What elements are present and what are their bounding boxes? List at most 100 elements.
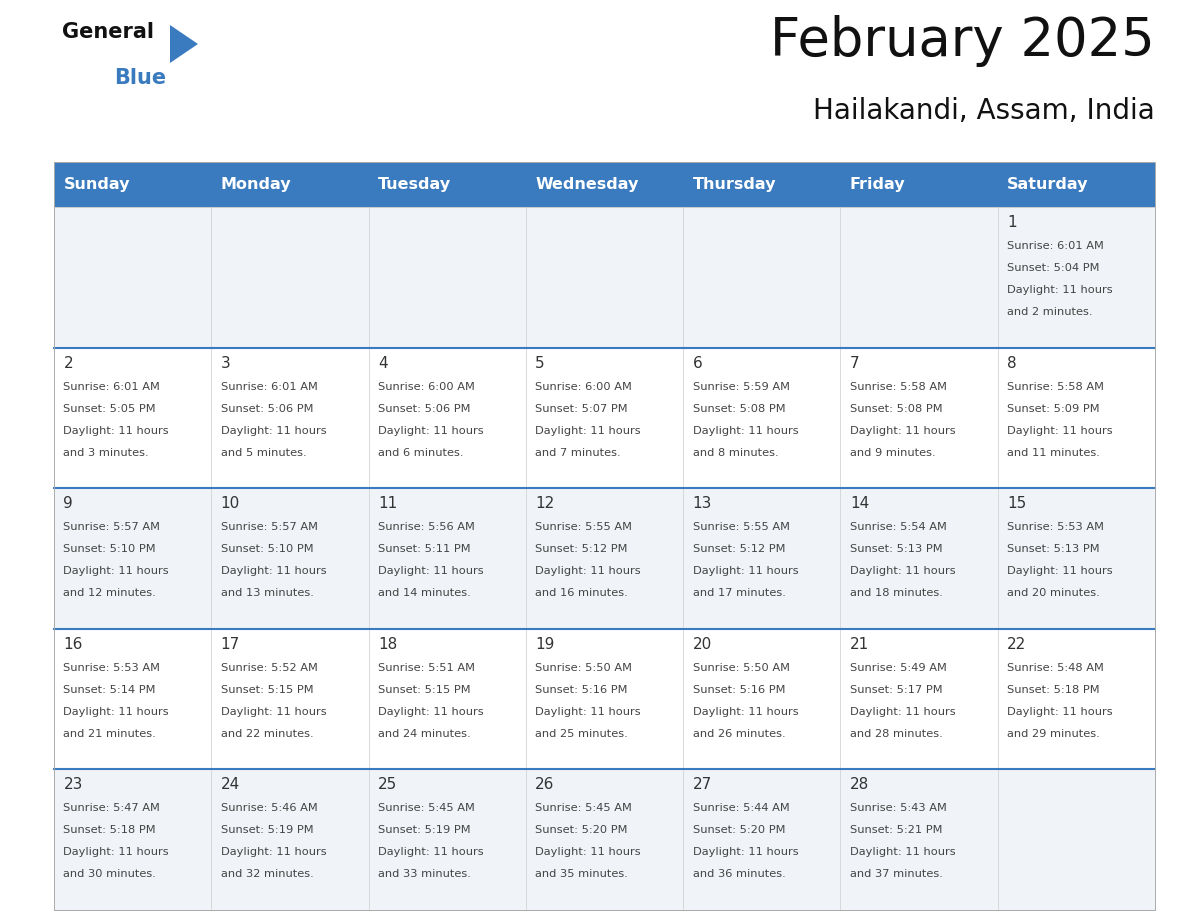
Bar [998,769,1155,910]
Text: 13: 13 [693,497,712,511]
Text: Sunrise: 5:56 AM: Sunrise: 5:56 AM [378,522,475,532]
Text: 3: 3 [221,355,230,371]
Text: and 6 minutes.: and 6 minutes. [378,448,463,457]
Bar [840,162,998,207]
Text: 1: 1 [1007,215,1017,230]
Text: and 29 minutes.: and 29 minutes. [1007,729,1100,739]
Text: Sunset: 5:18 PM: Sunset: 5:18 PM [1007,685,1100,695]
Text: Daylight: 11 hours: Daylight: 11 hours [378,707,484,717]
Text: 17: 17 [221,637,240,652]
Text: Sunrise: 5:57 AM: Sunrise: 5:57 AM [221,522,317,532]
Text: and 20 minutes.: and 20 minutes. [1007,588,1100,599]
Bar [53,629,211,769]
Text: Daylight: 11 hours: Daylight: 11 hours [849,707,955,717]
Bar [526,629,683,769]
Text: Daylight: 11 hours: Daylight: 11 hours [1007,707,1113,717]
Bar [368,348,526,488]
Text: 28: 28 [849,778,870,792]
Text: and 14 minutes.: and 14 minutes. [378,588,470,599]
Text: Daylight: 11 hours: Daylight: 11 hours [378,847,484,857]
Text: Daylight: 11 hours: Daylight: 11 hours [536,707,640,717]
Text: and 22 minutes.: and 22 minutes. [221,729,314,739]
Text: 16: 16 [63,637,83,652]
Text: Daylight: 11 hours: Daylight: 11 hours [378,426,484,436]
Text: Sunrise: 5:55 AM: Sunrise: 5:55 AM [536,522,632,532]
Text: Daylight: 11 hours: Daylight: 11 hours [63,426,169,436]
Text: 15: 15 [1007,497,1026,511]
Text: 8: 8 [1007,355,1017,371]
Text: Sunrise: 6:00 AM: Sunrise: 6:00 AM [378,382,475,392]
Text: Sunrise: 5:50 AM: Sunrise: 5:50 AM [693,663,790,673]
Text: Daylight: 11 hours: Daylight: 11 hours [693,707,798,717]
Text: Sunrise: 5:59 AM: Sunrise: 5:59 AM [693,382,790,392]
Text: and 33 minutes.: and 33 minutes. [378,869,470,879]
Text: Sunset: 5:13 PM: Sunset: 5:13 PM [849,544,942,554]
Polygon shape [170,25,198,63]
Text: Sunrise: 5:44 AM: Sunrise: 5:44 AM [693,803,789,813]
Text: Daylight: 11 hours: Daylight: 11 hours [693,566,798,577]
Bar [526,488,683,629]
Bar [683,348,840,488]
Bar [526,348,683,488]
Text: Sunset: 5:10 PM: Sunset: 5:10 PM [63,544,156,554]
Text: Hailakandi, Assam, India: Hailakandi, Assam, India [814,97,1155,125]
Text: Sunrise: 5:58 AM: Sunrise: 5:58 AM [1007,382,1104,392]
Text: Thursday: Thursday [693,177,776,192]
Text: and 2 minutes.: and 2 minutes. [1007,307,1093,317]
Bar [840,488,998,629]
Text: and 5 minutes.: and 5 minutes. [221,448,307,457]
Text: and 21 minutes.: and 21 minutes. [63,729,156,739]
Text: Sunset: 5:06 PM: Sunset: 5:06 PM [378,404,470,414]
Text: Sunset: 5:09 PM: Sunset: 5:09 PM [1007,404,1100,414]
Bar [683,162,840,207]
Text: Sunrise: 5:46 AM: Sunrise: 5:46 AM [221,803,317,813]
Text: Daylight: 11 hours: Daylight: 11 hours [849,847,955,857]
Text: Sunset: 5:18 PM: Sunset: 5:18 PM [63,825,156,835]
Text: Daylight: 11 hours: Daylight: 11 hours [1007,285,1113,295]
Text: Sunrise: 6:01 AM: Sunrise: 6:01 AM [63,382,160,392]
Text: and 12 minutes.: and 12 minutes. [63,588,156,599]
Text: Daylight: 11 hours: Daylight: 11 hours [536,426,640,436]
Bar [998,629,1155,769]
Text: 12: 12 [536,497,555,511]
Text: and 18 minutes.: and 18 minutes. [849,588,943,599]
Text: Daylight: 11 hours: Daylight: 11 hours [1007,566,1113,577]
Text: and 8 minutes.: and 8 minutes. [693,448,778,457]
Text: Wednesday: Wednesday [536,177,639,192]
Text: Sunrise: 5:45 AM: Sunrise: 5:45 AM [536,803,632,813]
Text: Sunset: 5:20 PM: Sunset: 5:20 PM [536,825,627,835]
Text: Sunrise: 6:01 AM: Sunrise: 6:01 AM [1007,241,1104,251]
Text: and 26 minutes.: and 26 minutes. [693,729,785,739]
Text: Daylight: 11 hours: Daylight: 11 hours [693,847,798,857]
Text: and 37 minutes.: and 37 minutes. [849,869,943,879]
Text: Monday: Monday [221,177,291,192]
Text: Sunrise: 5:53 AM: Sunrise: 5:53 AM [1007,522,1104,532]
Text: and 7 minutes.: and 7 minutes. [536,448,621,457]
Bar [53,769,211,910]
Text: 21: 21 [849,637,870,652]
Bar [998,488,1155,629]
Bar [368,488,526,629]
Text: 23: 23 [63,778,83,792]
Bar [998,162,1155,207]
Text: Daylight: 11 hours: Daylight: 11 hours [1007,426,1113,436]
Text: and 36 minutes.: and 36 minutes. [693,869,785,879]
Text: Sunrise: 6:00 AM: Sunrise: 6:00 AM [536,382,632,392]
Bar [998,207,1155,348]
Text: 11: 11 [378,497,397,511]
Text: Sunset: 5:07 PM: Sunset: 5:07 PM [536,404,628,414]
Bar [368,207,526,348]
Bar [53,162,1155,910]
Text: Sunrise: 5:58 AM: Sunrise: 5:58 AM [849,382,947,392]
Bar [840,348,998,488]
Text: and 13 minutes.: and 13 minutes. [221,588,314,599]
Text: 26: 26 [536,778,555,792]
Text: Sunset: 5:20 PM: Sunset: 5:20 PM [693,825,785,835]
Bar [368,769,526,910]
Text: 20: 20 [693,637,712,652]
Bar [53,348,211,488]
Bar [840,629,998,769]
Text: 10: 10 [221,497,240,511]
Text: 25: 25 [378,778,397,792]
Text: Sunrise: 5:49 AM: Sunrise: 5:49 AM [849,663,947,673]
